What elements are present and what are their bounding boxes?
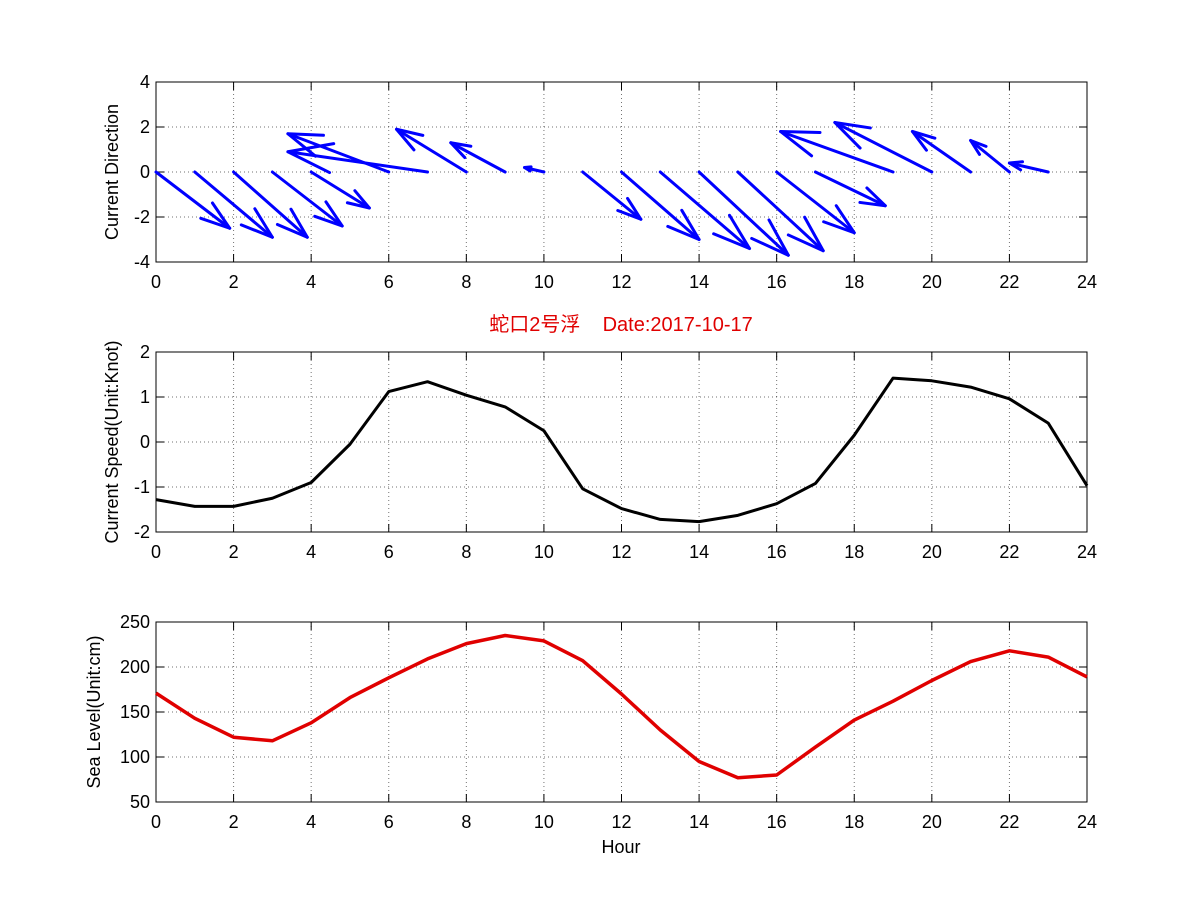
direction-arrow <box>523 165 546 174</box>
direction-arrow <box>270 170 344 228</box>
x-tick-label: 0 <box>151 812 161 832</box>
direction-arrow <box>449 141 507 174</box>
x-tick-label: 16 <box>767 812 787 832</box>
x-tick-label: 18 <box>844 272 864 292</box>
x-tick-label: 24 <box>1077 542 1097 562</box>
direction-arrow <box>969 139 1011 174</box>
x-tick-label: 24 <box>1077 812 1097 832</box>
x-tick-label: 18 <box>844 812 864 832</box>
y-tick-label: 150 <box>120 702 150 722</box>
x-tick-label: 24 <box>1077 272 1097 292</box>
direction-y-label: Current Direction <box>102 104 122 240</box>
direction-arrow <box>910 130 973 174</box>
direction-arrow <box>286 142 430 175</box>
x-tick-label: 8 <box>461 272 471 292</box>
x-tick-label: 14 <box>689 272 709 292</box>
x-tick-label: 10 <box>534 272 554 292</box>
y-tick-label: -1 <box>134 477 150 497</box>
x-tick-label: 8 <box>461 542 471 562</box>
x-tick-label: 20 <box>922 812 942 832</box>
x-tick-label: 14 <box>689 542 709 562</box>
direction-arrow <box>1007 160 1050 174</box>
x-tick-label: 22 <box>999 812 1019 832</box>
x-tick-label: 0 <box>151 272 161 292</box>
y-tick-label: -2 <box>134 522 150 542</box>
x-tick-label: 16 <box>767 272 787 292</box>
y-tick-label: 0 <box>140 162 150 182</box>
x-tick-label: 2 <box>229 542 239 562</box>
x-tick-label: 16 <box>767 542 787 562</box>
x-tick-label: 20 <box>922 272 942 292</box>
direction-arrow <box>193 170 274 239</box>
x-tick-label: 4 <box>306 272 316 292</box>
direction-arrow <box>581 170 643 221</box>
y-tick-label: -4 <box>134 252 150 272</box>
y-tick-label: 0 <box>140 432 150 452</box>
sealevel-x-label: Hour <box>601 837 640 857</box>
direction-arrow <box>833 121 934 174</box>
chart-title: 蛇口2号浮 Date:2017-10-17 <box>489 313 752 336</box>
x-tick-label: 0 <box>151 542 161 562</box>
x-tick-label: 10 <box>534 542 554 562</box>
x-tick-label: 12 <box>611 812 631 832</box>
speed-series <box>155 376 1089 524</box>
x-tick-label: 12 <box>611 272 631 292</box>
x-tick-label: 22 <box>999 272 1019 292</box>
x-tick-label: 22 <box>999 542 1019 562</box>
y-tick-label: -2 <box>134 207 150 227</box>
sealevel-line <box>155 633 1088 780</box>
direction-arrow <box>620 170 701 241</box>
x-tick-label: 2 <box>229 272 239 292</box>
x-tick-label: 18 <box>844 542 864 562</box>
x-tick-label: 20 <box>922 542 942 562</box>
x-tick-label: 4 <box>306 542 316 562</box>
x-tick-label: 10 <box>534 812 554 832</box>
direction-vectors <box>154 121 1050 257</box>
sealevel-series <box>155 633 1088 780</box>
x-tick-label: 12 <box>611 542 631 562</box>
x-tick-label: 6 <box>384 542 394 562</box>
y-tick-label: 250 <box>120 612 150 632</box>
direction-arrow <box>154 170 232 230</box>
y-tick-label: 2 <box>140 117 150 137</box>
direction-arrow <box>779 130 895 174</box>
y-tick-label: 1 <box>140 387 150 407</box>
sealevel-plot-frame <box>155 621 1088 803</box>
speed-y-label: Current Speed(Unit:Knot) <box>102 340 122 543</box>
direction-arrow <box>813 170 887 208</box>
direction-arrow <box>775 170 856 235</box>
x-tick-label: 8 <box>461 812 471 832</box>
y-tick-label: 2 <box>140 342 150 362</box>
y-tick-label: 200 <box>120 657 150 677</box>
direction-arrow <box>395 127 468 174</box>
x-tick-label: 6 <box>384 272 394 292</box>
x-tick-label: 14 <box>689 812 709 832</box>
x-tick-label: 2 <box>229 812 239 832</box>
direction-arrow <box>736 170 825 253</box>
direction-arrow <box>232 170 309 239</box>
direction-arrow <box>658 170 752 250</box>
y-tick-label: 100 <box>120 747 150 767</box>
y-tick-label: 4 <box>140 72 150 92</box>
sealevel-y-label: Sea Level(Unit:cm) <box>84 635 104 788</box>
speed-line <box>155 376 1089 524</box>
direction-arrow <box>309 170 371 210</box>
x-tick-label: 4 <box>306 812 316 832</box>
direction-arrow <box>697 170 790 257</box>
x-tick-label: 6 <box>384 812 394 832</box>
y-tick-label: 50 <box>130 792 150 812</box>
